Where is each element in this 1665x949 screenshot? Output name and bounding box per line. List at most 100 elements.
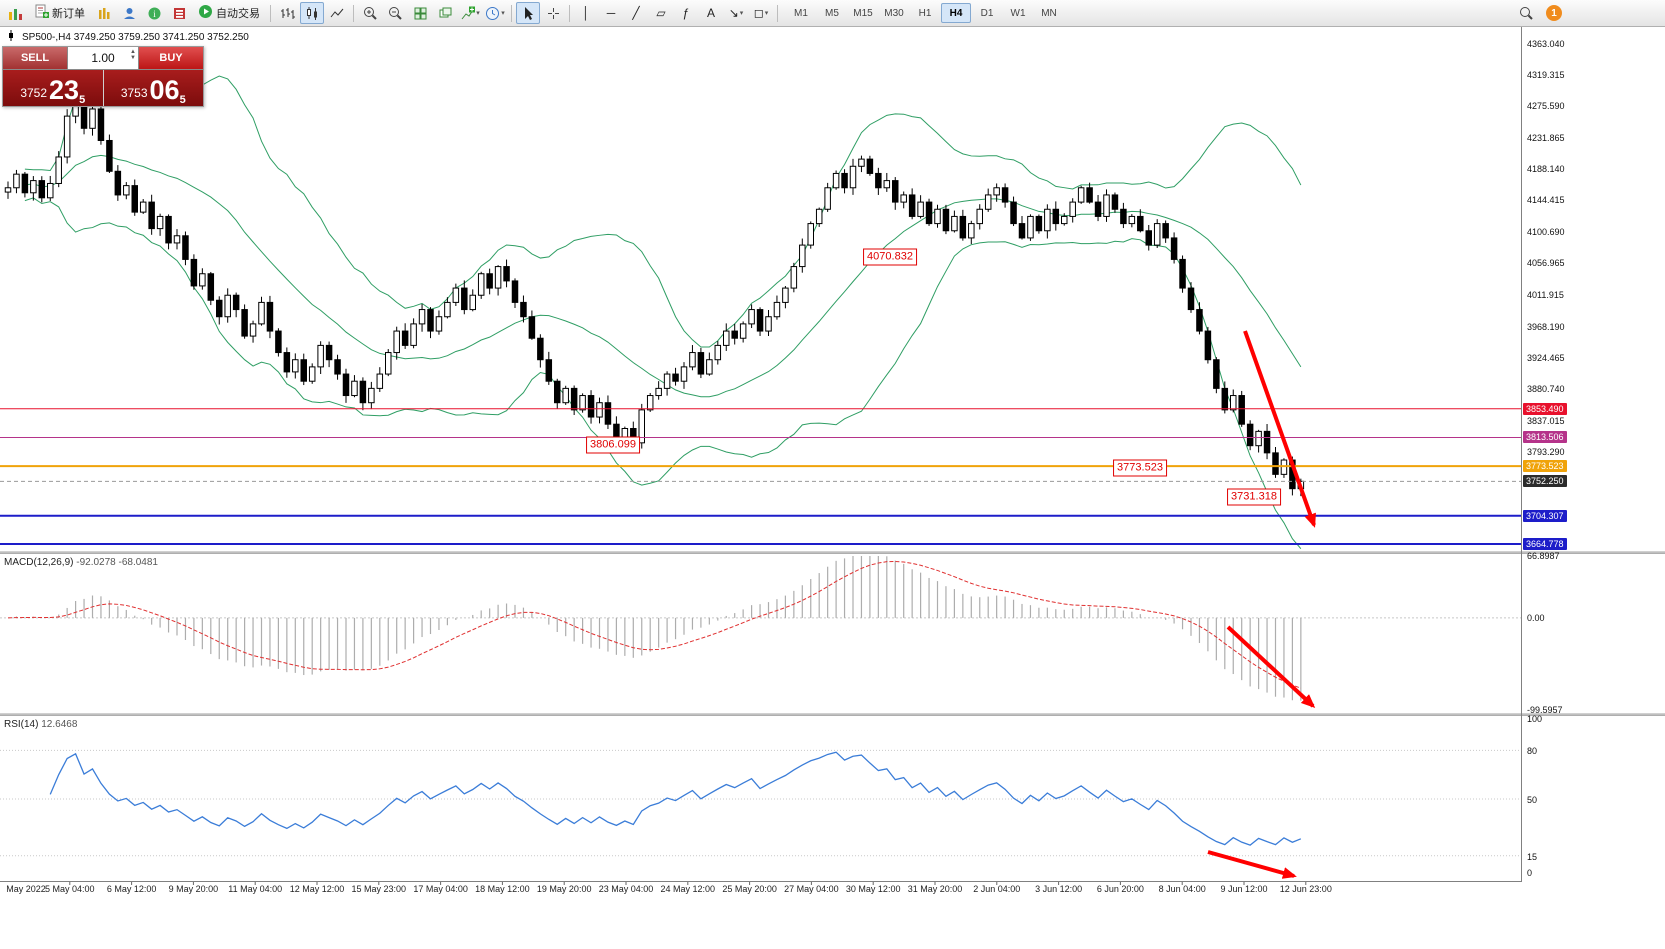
- timeframe-M5[interactable]: M5: [825, 7, 839, 19]
- macd-signal-line: [7, 560, 1302, 689]
- price-axis[interactable]: [1522, 27, 1582, 881]
- autotrade-play-icon: [198, 4, 213, 22]
- channel-tool-icon[interactable]: ▱: [656, 6, 666, 20]
- search-icon[interactable]: [1514, 2, 1538, 24]
- symbol-ohlc-text: SP500-,H4 3749.250 3759.250 3741.250 375…: [22, 31, 249, 43]
- sell-price-big: 23: [49, 75, 80, 105]
- bollinger-lower[interactable]: [24, 197, 1302, 549]
- info-icon[interactable]: i: [142, 2, 166, 24]
- timeframe-M30[interactable]: M30: [884, 7, 904, 19]
- profiles-icon[interactable]: [92, 2, 116, 24]
- cascade-windows-icon[interactable]: [433, 2, 457, 24]
- bollinger-upper[interactable]: [24, 75, 1302, 348]
- autotrade-label: 自动交易: [216, 8, 260, 20]
- rsi-line: [49, 751, 1302, 846]
- volume-up-button[interactable]: ▲: [130, 49, 136, 55]
- new-order-icon: [34, 4, 49, 22]
- dropdown-icon[interactable]: ▾: [501, 10, 505, 17]
- horizontal-line-tool-icon[interactable]: ─: [606, 6, 616, 20]
- fibonacci-tool-icon[interactable]: ƒ: [682, 6, 690, 20]
- buy-price-display[interactable]: 3753 06 5: [103, 70, 203, 106]
- volume-down-button[interactable]: ▼: [130, 55, 136, 61]
- timeframe-H4[interactable]: H4: [941, 3, 971, 23]
- sell-price-sup: 5: [79, 94, 86, 106]
- add-indicator-icon[interactable]: ▾: [458, 2, 482, 24]
- trend-arrow[interactable]: [1226, 625, 1316, 709]
- zoom-in-icon[interactable]: [358, 2, 382, 24]
- sell-button[interactable]: SELL: [3, 47, 68, 69]
- vertical-line-tool-icon[interactable]: │: [582, 6, 590, 20]
- autotrade-button[interactable]: 自动交易: [192, 3, 266, 23]
- trend-arrows: [1207, 330, 1316, 879]
- line-chart-mode-icon[interactable]: [325, 2, 349, 24]
- macd-label: MACD(12,26,9) -92.0278 -68.0481: [4, 557, 158, 568]
- market-watch-icon[interactable]: [167, 2, 191, 24]
- rsi-label: RSI(14) 12.6468: [4, 719, 77, 730]
- rsi-value: 12.6468: [41, 719, 78, 730]
- timeframe-H1[interactable]: H1: [918, 7, 932, 19]
- volume-field[interactable]: 1.00 ▲ ▼: [68, 47, 139, 69]
- trade-buttons-row: SELL 1.00 ▲ ▼ BUY: [3, 47, 203, 69]
- macd-panel-splitter[interactable]: [0, 551, 1665, 554]
- dropdown-icon[interactable]: ▾: [476, 10, 480, 17]
- dropdown-icon[interactable]: ▾: [764, 10, 769, 17]
- candlestick-mode-icon[interactable]: [300, 2, 324, 24]
- volume-spinner: ▲ ▼: [130, 49, 136, 61]
- crosshair-tool-icon[interactable]: [541, 2, 565, 24]
- sell-price-prefix: 3752: [20, 86, 48, 100]
- bollinger-middle[interactable]: [24, 154, 1302, 398]
- symbol-icon: [8, 30, 18, 44]
- candlesticks: [4, 94, 1305, 497]
- shapes-tool-icon[interactable]: ◻ ▾: [753, 6, 769, 20]
- time-axis[interactable]: [0, 882, 1522, 898]
- symbol-title: SP500-,H4 3749.250 3759.250 3741.250 375…: [8, 30, 249, 44]
- buy-price-prefix: 3753: [120, 86, 148, 100]
- timeframe-M15[interactable]: M15: [853, 7, 873, 19]
- app-chart-icon[interactable]: [3, 2, 27, 24]
- zoom-out-icon[interactable]: [383, 2, 407, 24]
- timeframe-W1[interactable]: W1: [1010, 7, 1026, 19]
- macd-name: MACD(12,26,9): [4, 557, 74, 568]
- dropdown-icon[interactable]: ▾: [739, 10, 744, 17]
- user-account-icon[interactable]: [117, 2, 141, 24]
- timeframe-bar: M1 M5 M15 M30 H1 H4 D1 W1 MN: [786, 3, 1064, 23]
- time-axis-border: [0, 881, 1522, 882]
- buy-button[interactable]: BUY: [139, 47, 203, 69]
- new-order-button[interactable]: 新订单: [28, 3, 91, 23]
- text-tool-icon[interactable]: A: [706, 6, 715, 20]
- rsi-name: RSI(14): [4, 719, 39, 730]
- trendline-tool-icon[interactable]: ╱: [632, 6, 640, 20]
- one-click-trading-panel: SELL 1.00 ▲ ▼ BUY 3752 23 5 3753 06 5: [2, 46, 204, 107]
- price-axis-border: [1521, 27, 1522, 882]
- main-chart-layer: [4, 75, 1305, 549]
- timeframe-MN[interactable]: MN: [1041, 7, 1057, 19]
- trend-arrow[interactable]: [1207, 850, 1297, 879]
- trade-prices-row: 3752 23 5 3753 06 5: [3, 69, 203, 106]
- horizontal-level-lines[interactable]: [0, 408, 1521, 546]
- period-clock-icon[interactable]: ▾: [483, 2, 507, 24]
- tile-windows-icon[interactable]: [408, 2, 432, 24]
- main-toolbar: 新订单 i 自动交易: [0, 0, 1665, 27]
- toolbar-separator: [569, 4, 570, 22]
- rsi-panel-splitter[interactable]: [0, 713, 1665, 716]
- arrows-tool-icon[interactable]: ↘ ▾: [728, 6, 744, 20]
- volume-value[interactable]: 1.00: [91, 51, 115, 65]
- trend-arrow[interactable]: [1243, 330, 1316, 528]
- bar-chart-mode-icon[interactable]: [275, 2, 299, 24]
- cursor-tool-icon[interactable]: [516, 2, 540, 24]
- timeframe-M1[interactable]: M1: [794, 7, 808, 19]
- buy-price-big: 06: [149, 75, 180, 105]
- svg-text:i: i: [153, 9, 156, 19]
- rsi-layer: [0, 749, 1521, 857]
- macd-values: -92.0278 -68.0481: [76, 557, 158, 568]
- toolbar-separator: [353, 4, 354, 22]
- toolbar-separator: [777, 4, 778, 22]
- sell-price-display[interactable]: 3752 23 5: [3, 70, 103, 106]
- toolbar-right-group: 1: [1514, 2, 1662, 24]
- new-order-label: 新订单: [52, 8, 85, 20]
- notification-badge[interactable]: 1: [1546, 5, 1562, 21]
- toolbar-separator: [511, 4, 512, 22]
- timeframe-D1[interactable]: D1: [980, 7, 994, 19]
